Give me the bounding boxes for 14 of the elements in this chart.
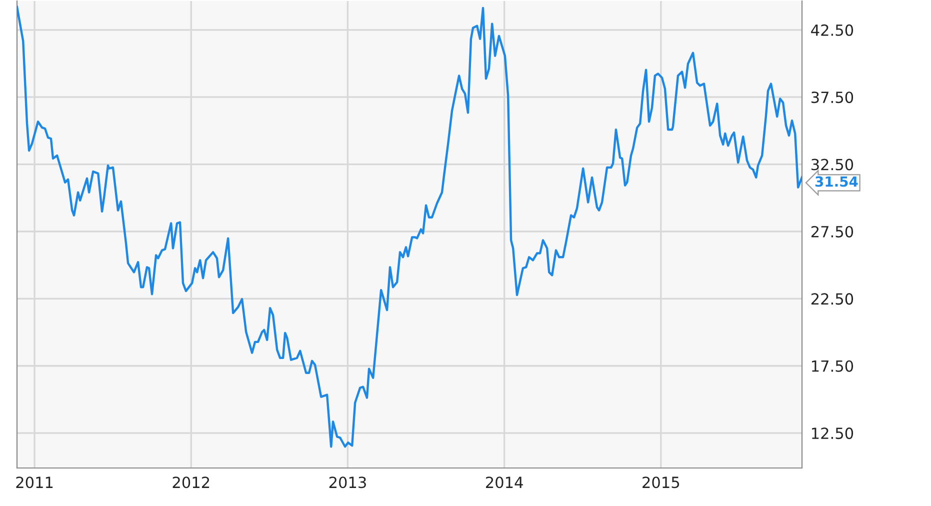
y-tick-label: 12.50 [812, 428, 854, 440]
y-tick-label: 37.50 [812, 92, 854, 104]
x-tick-label: 2012 [172, 476, 210, 488]
x-tick-label: 2011 [16, 476, 53, 488]
y-tick-label: 22.50 [811, 293, 854, 305]
y-tick-label: 32.50 [812, 158, 854, 170]
y-tick-label: 42.50 [811, 24, 854, 36]
line-series [17, 6, 802, 448]
annotation: 31.54 [815, 176, 858, 187]
x-tick-label: 2015 [642, 476, 680, 488]
x-tick-label: 2014 [486, 476, 523, 488]
y-tick-label: 27.50 [811, 226, 854, 238]
y-tick-label: 17.50 [812, 360, 854, 372]
x-tick-label: 2013 [329, 476, 366, 488]
